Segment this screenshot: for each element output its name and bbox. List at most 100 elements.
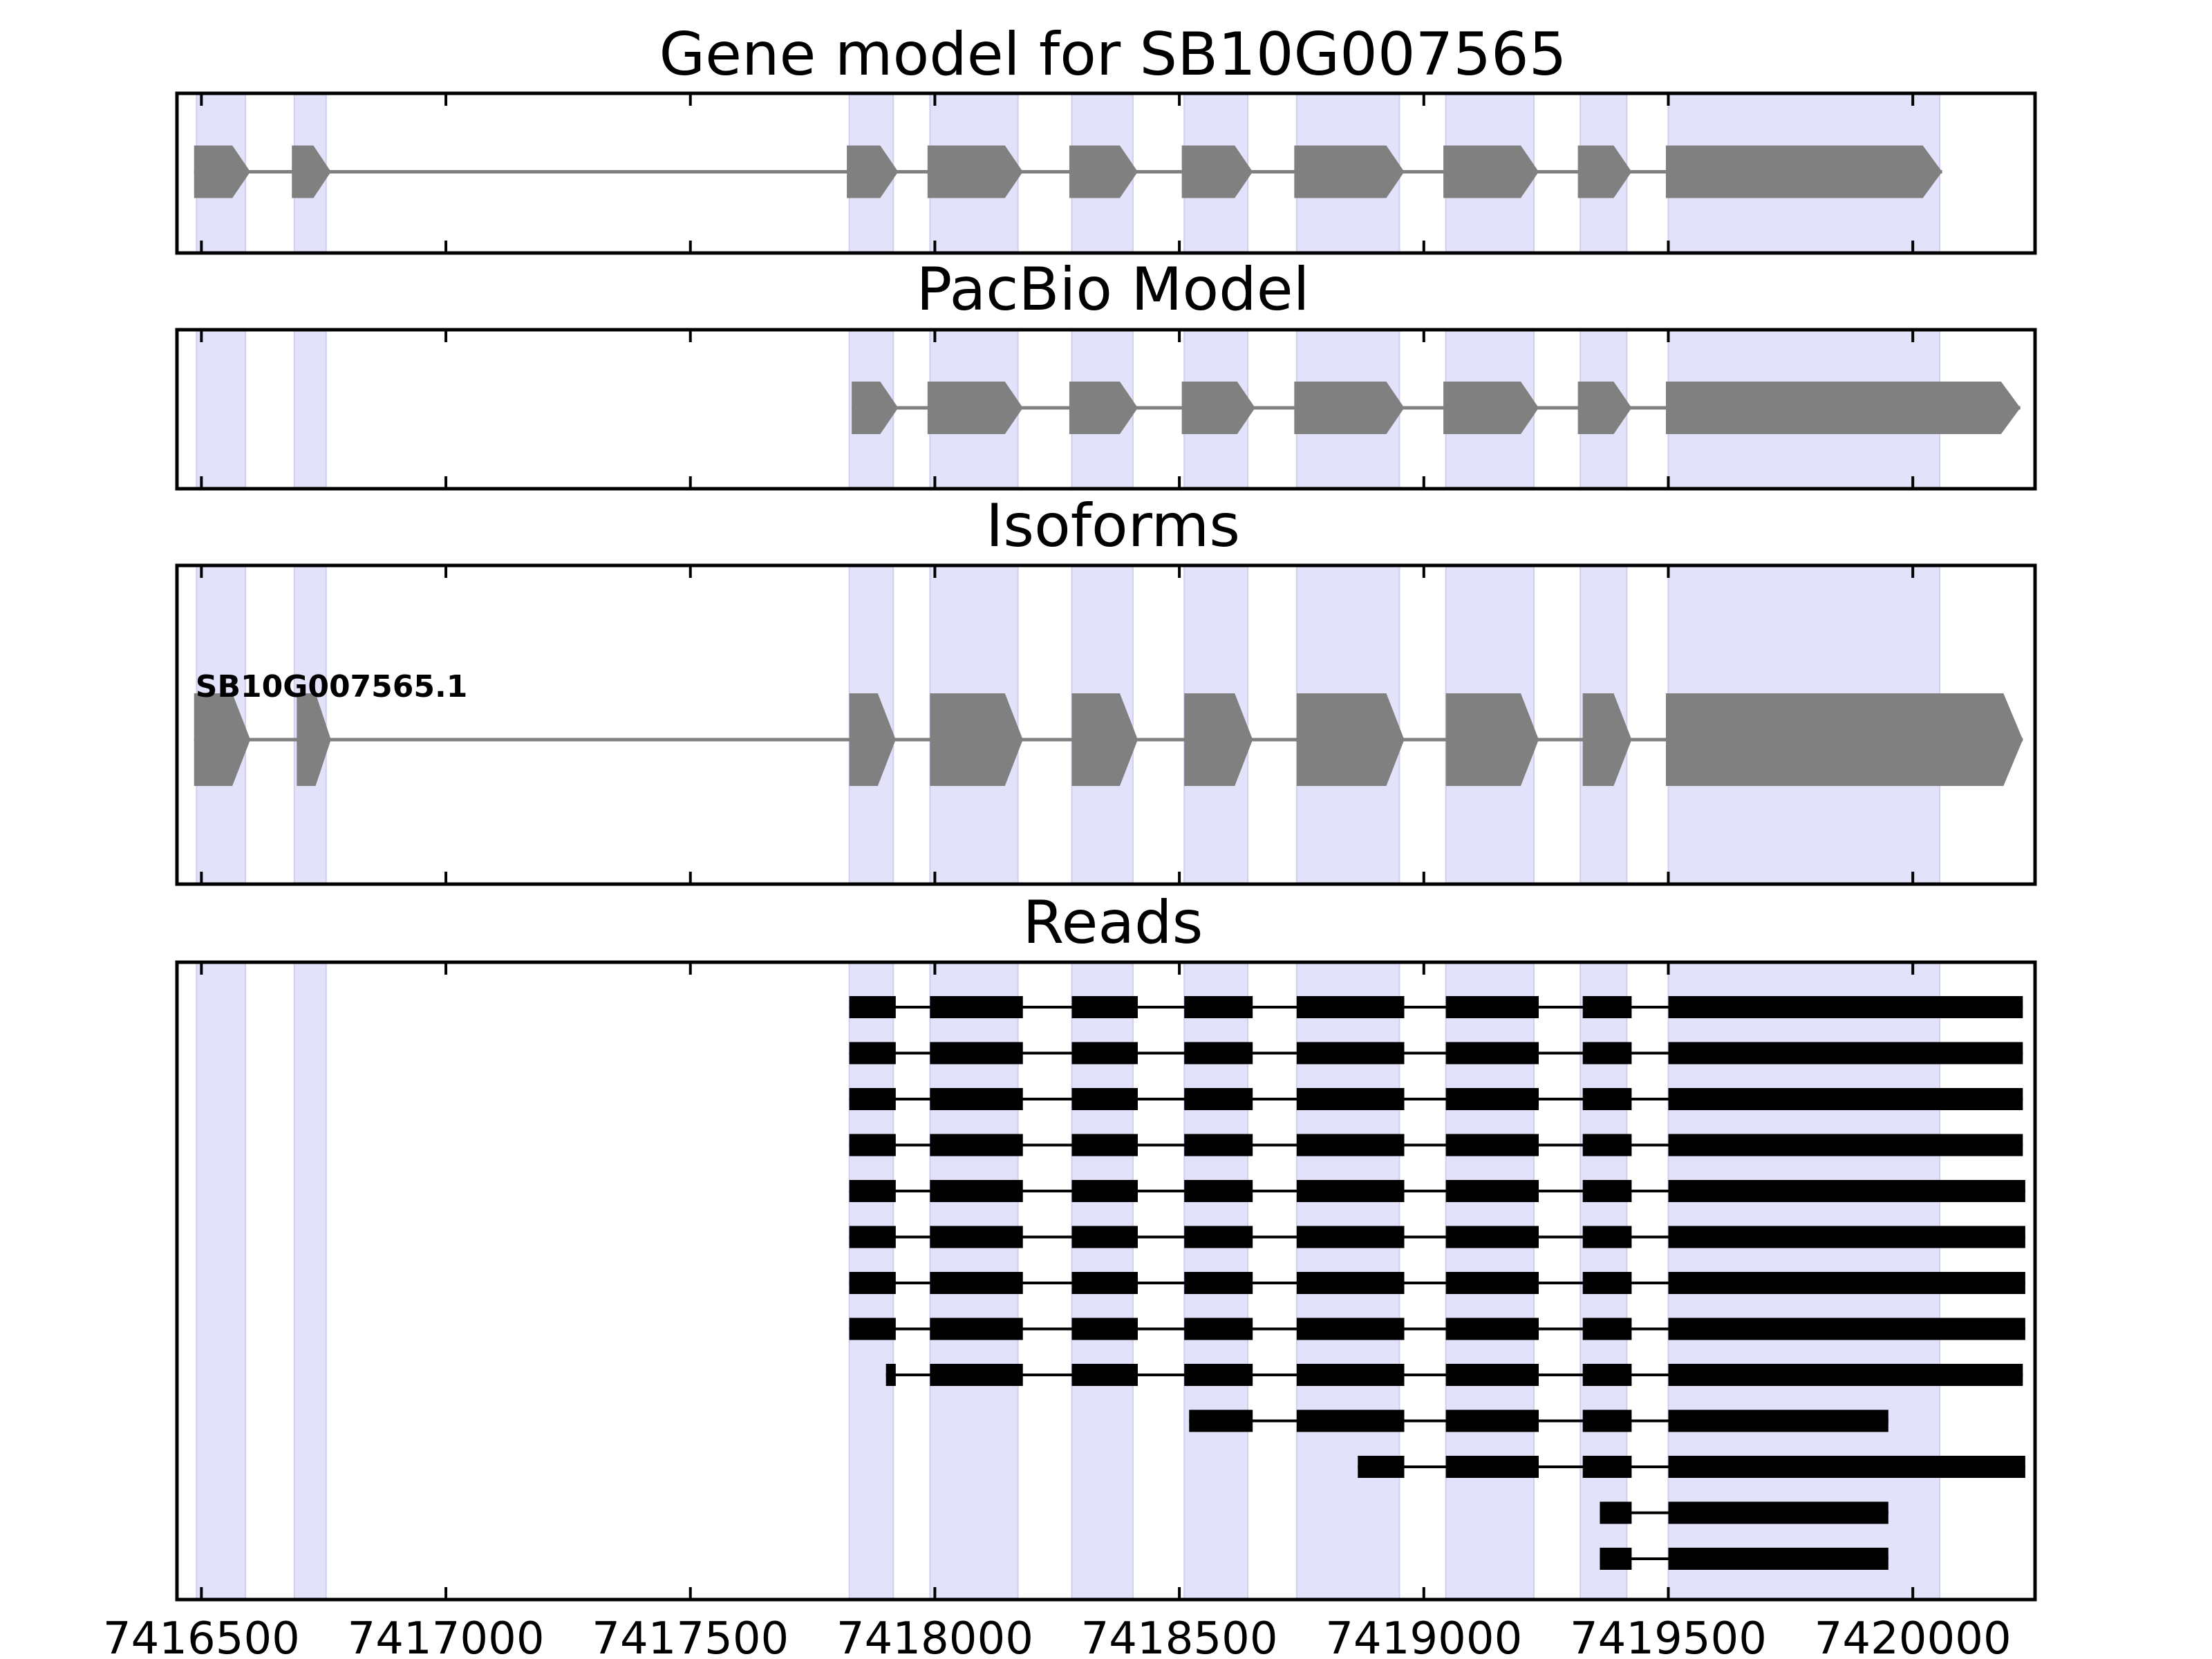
pacbio-model-frame [175, 328, 2037, 491]
read-2-block-8 [1668, 1042, 2023, 1065]
read-2-block-1 [849, 1042, 896, 1065]
read-4-block-2 [930, 1134, 1023, 1156]
read-5-block-7 [1582, 1180, 1632, 1202]
read-7-block-4 [1184, 1272, 1253, 1294]
gene-model-exon-7 [1294, 145, 1405, 198]
isoforms-title: Isoforms [986, 491, 1240, 561]
read-1-block-5 [1296, 996, 1405, 1018]
read-7-block-8 [1668, 1272, 2025, 1294]
isoforms-exon-8 [1445, 693, 1539, 786]
pacbio-model-exon-4 [1181, 382, 1255, 434]
read-1-block-8 [1668, 996, 2023, 1018]
read-2-block-2 [930, 1042, 1023, 1065]
read-11-block-4 [1668, 1456, 2025, 1478]
read-7-block-5 [1296, 1272, 1405, 1294]
read-8-block-8 [1668, 1318, 2025, 1340]
gene-model-exon-10 [1665, 145, 1942, 198]
pacbio-model-exon-1 [852, 382, 899, 434]
read-5-block-8 [1668, 1180, 2025, 1202]
read-9-block-6 [1445, 1364, 1539, 1386]
isoforms-exon-5 [1071, 693, 1138, 786]
isoforms-exon-7 [1296, 693, 1405, 786]
read-3-block-7 [1582, 1088, 1632, 1110]
pacbio-model-exon-7 [1577, 382, 1632, 434]
x-tick-label-7: 7419500 [1570, 1613, 1767, 1659]
read-13-block-2 [1668, 1548, 1888, 1570]
read-7-block-2 [930, 1272, 1023, 1294]
read-5-block-6 [1445, 1180, 1539, 1202]
read-1-block-2 [930, 996, 1023, 1018]
pacbio-model-exon-3 [1069, 382, 1138, 434]
read-4-block-8 [1668, 1134, 2023, 1156]
isoforms-exon-10 [1665, 693, 2023, 786]
read-11-block-1 [1358, 1456, 1405, 1478]
read-10-block-5 [1668, 1409, 1888, 1432]
isoforms-exon-3 [849, 693, 896, 786]
read-8-block-2 [930, 1318, 1023, 1340]
read-5-block-3 [1071, 1180, 1138, 1202]
gene-model-exon-5 [1069, 145, 1138, 198]
read-5-block-5 [1296, 1180, 1405, 1202]
read-9-block-5 [1296, 1364, 1405, 1386]
read-9-block-1 [885, 1364, 896, 1386]
read-9-block-8 [1668, 1364, 2023, 1386]
x-tick-label-4: 7418000 [836, 1613, 1033, 1659]
reads-title: Reads [1023, 888, 1203, 957]
read-11-block-3 [1582, 1456, 1632, 1478]
isoform-label: SB10G007565.1 [196, 669, 468, 704]
read-10-block-1 [1189, 1409, 1253, 1432]
read-10-block-3 [1445, 1409, 1539, 1432]
pacbio-model-exon-5 [1294, 382, 1405, 434]
isoforms-frame [175, 563, 2037, 886]
read-1-block-6 [1445, 996, 1539, 1018]
reads-frame [175, 960, 2037, 1602]
x-tick-label-8: 7420000 [1815, 1613, 2012, 1659]
gene-model-exon-8 [1443, 145, 1539, 198]
read-4-block-7 [1582, 1134, 1632, 1156]
read-9-block-3 [1071, 1364, 1138, 1386]
pacbio-model-title: PacBio Model [916, 255, 1309, 324]
read-12-block-1 [1600, 1501, 1632, 1524]
read-1-block-3 [1071, 996, 1138, 1018]
read-3-block-8 [1668, 1088, 2023, 1110]
x-tick-label-2: 7417000 [348, 1613, 545, 1659]
read-2-block-7 [1582, 1042, 1632, 1065]
gene-model-exon-3 [847, 145, 899, 198]
read-3-block-6 [1445, 1088, 1539, 1110]
read-3-block-2 [930, 1088, 1023, 1110]
read-4-block-6 [1445, 1134, 1539, 1156]
read-5-block-1 [849, 1180, 896, 1202]
read-1-block-7 [1582, 996, 1632, 1018]
gene-model-exon-2 [292, 145, 331, 198]
pacbio-model-exon-8 [1665, 382, 2021, 434]
read-6-block-4 [1184, 1226, 1253, 1248]
read-10-block-4 [1582, 1409, 1632, 1432]
read-6-block-6 [1445, 1226, 1539, 1248]
read-4-block-3 [1071, 1134, 1138, 1156]
read-4-block-1 [849, 1134, 896, 1156]
read-12-block-2 [1668, 1501, 1888, 1524]
read-7-block-6 [1445, 1272, 1539, 1294]
read-5-block-4 [1184, 1180, 1253, 1202]
gene-model-exon-4 [927, 145, 1023, 198]
gene-model-frame [175, 91, 2037, 255]
reads-exon-region-2 [293, 962, 327, 1600]
gene-model-exon-9 [1577, 145, 1632, 198]
read-2-block-4 [1184, 1042, 1253, 1065]
pacbio-model-exon-region-2 [293, 329, 327, 489]
read-3-block-4 [1184, 1088, 1253, 1110]
read-7-block-7 [1582, 1272, 1632, 1294]
read-2-block-5 [1296, 1042, 1405, 1065]
x-tick-label-1: 7416500 [103, 1613, 300, 1659]
read-2-block-3 [1071, 1042, 1138, 1065]
isoforms-exon-1 [194, 693, 251, 786]
pacbio-model-exon-2 [927, 382, 1023, 434]
read-10-block-2 [1296, 1409, 1405, 1432]
read-9-block-7 [1582, 1364, 1632, 1386]
read-3-block-1 [849, 1088, 896, 1110]
read-8-block-6 [1445, 1318, 1539, 1340]
read-9-block-2 [930, 1364, 1023, 1386]
x-tick-label-5: 7418500 [1081, 1613, 1278, 1659]
read-4-block-5 [1296, 1134, 1405, 1156]
